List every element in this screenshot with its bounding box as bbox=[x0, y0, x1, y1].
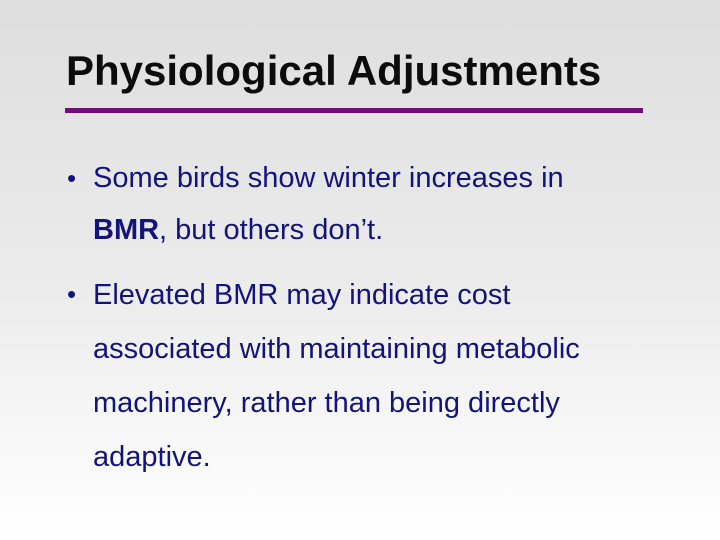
bullet-1-line-2: BMR, but others don’t. bbox=[93, 204, 656, 256]
bullet-1-line-1: Some birds show winter increases in bbox=[93, 162, 564, 194]
bullet-marker: • bbox=[67, 279, 77, 309]
slide-title: Physiological Adjustments bbox=[66, 47, 602, 94]
bullet-list: • Some birds show winter increases in BM… bbox=[66, 152, 656, 484]
bullet-2-line-4: adaptive. bbox=[93, 441, 211, 473]
bullet-marker: • bbox=[67, 163, 77, 193]
bullet-2-line-1: Elevated BMR may indicate cost bbox=[93, 279, 511, 311]
bold-term-bmr: BMR bbox=[93, 214, 160, 246]
bullet-item-2: • Elevated BMR may indicate cost associa… bbox=[66, 268, 656, 484]
bullet-2-line-3: machinery, rather than being directly bbox=[93, 387, 560, 419]
bullet-2-line-2: associated with maintaining metabolic bbox=[93, 333, 580, 365]
title-underline bbox=[65, 108, 643, 113]
bullet-1-line-2-rest: , but others don’t. bbox=[159, 214, 384, 246]
bullet-item-1: • Some birds show winter increases in BM… bbox=[66, 152, 656, 256]
